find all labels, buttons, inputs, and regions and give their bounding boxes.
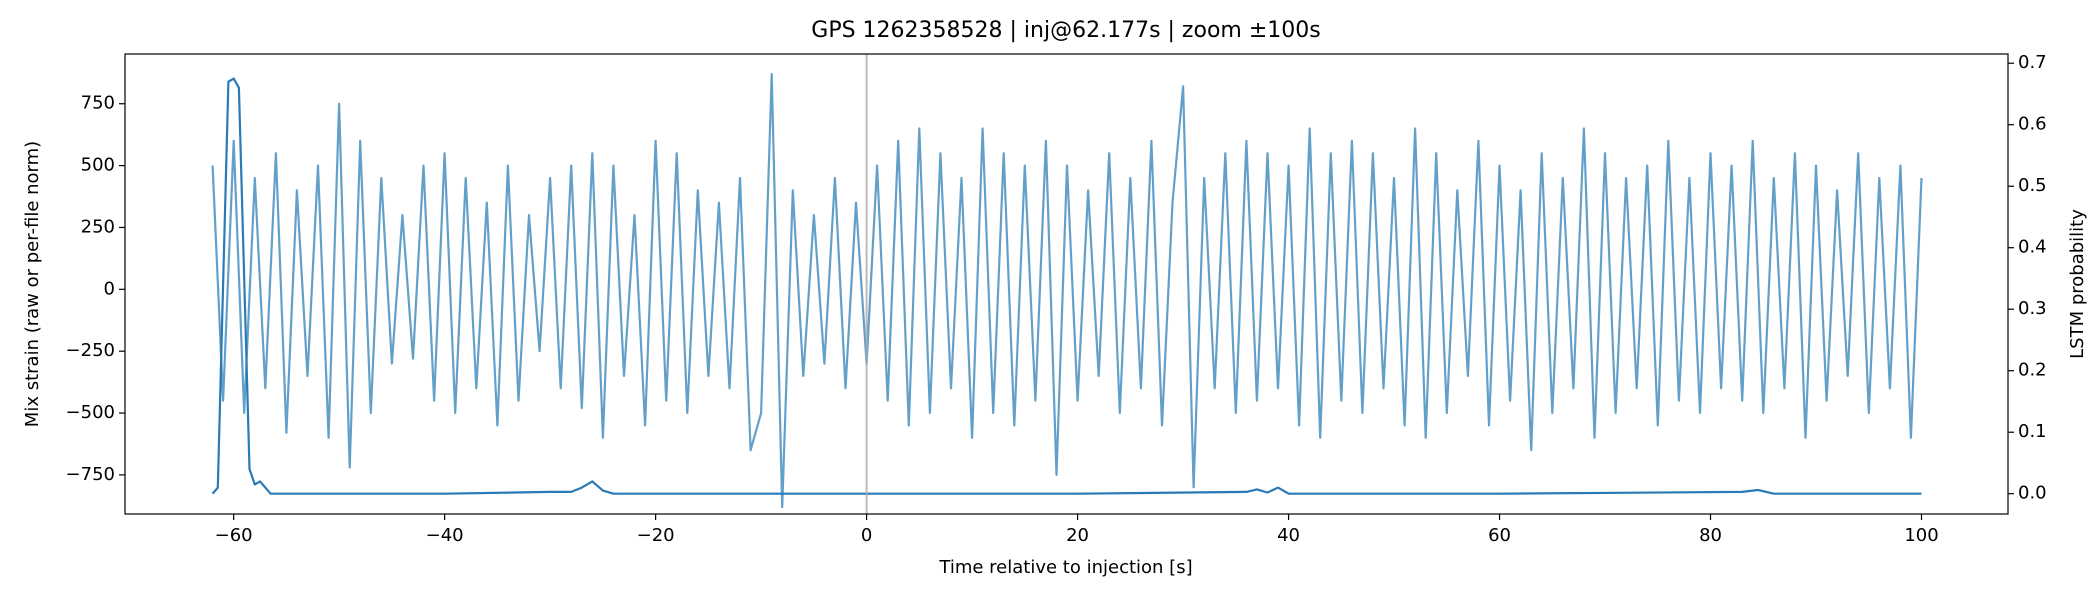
- y2-axis-label: LSTM probability: [2067, 209, 2088, 359]
- y2-tick-label: 0.4: [2018, 237, 2047, 258]
- y-tick-label: −250: [66, 340, 115, 361]
- y-tick-label: 500: [81, 155, 115, 176]
- y2-tick-label: 0.5: [2018, 175, 2047, 196]
- y2-tick-label: 0.1: [2018, 421, 2047, 442]
- chart-title: GPS 1262358528 | inj@62.177s | zoom ±100…: [811, 18, 1320, 43]
- y-tick-label: 250: [81, 216, 115, 237]
- y2-tick-label: 0.2: [2018, 360, 2047, 381]
- plot-frame: [124, 53, 2009, 515]
- x-tick-label: −20: [637, 525, 675, 546]
- y2-tick-label: 0.6: [2018, 114, 2047, 135]
- x-tick-label: 80: [1699, 525, 1722, 546]
- x-tick-label: 60: [1488, 525, 1511, 546]
- x-tick-label: −60: [215, 525, 253, 546]
- y-tick-label: −750: [66, 464, 115, 485]
- y-tick-label: 0: [104, 278, 115, 299]
- y2-tick-label: 0.7: [2018, 52, 2047, 73]
- x-tick-label: 40: [1277, 525, 1300, 546]
- y2-tick-label: 0.3: [2018, 298, 2047, 319]
- x-tick-label: −40: [426, 525, 464, 546]
- y-axis-label: Mix strain (raw or per-file norm): [22, 141, 43, 427]
- y-tick-label: 750: [81, 93, 115, 114]
- x-tick-label: 100: [1904, 525, 1938, 546]
- series-line: [211, 72, 1923, 509]
- y-tick-label: −500: [66, 402, 115, 423]
- x-tick-label: 20: [1066, 525, 1089, 546]
- y2-tick-label: 0.0: [2018, 483, 2047, 504]
- x-tick-label: 0: [861, 525, 872, 546]
- x-axis-label: Time relative to injection [s]: [938, 557, 1192, 578]
- series-line: [211, 77, 1922, 495]
